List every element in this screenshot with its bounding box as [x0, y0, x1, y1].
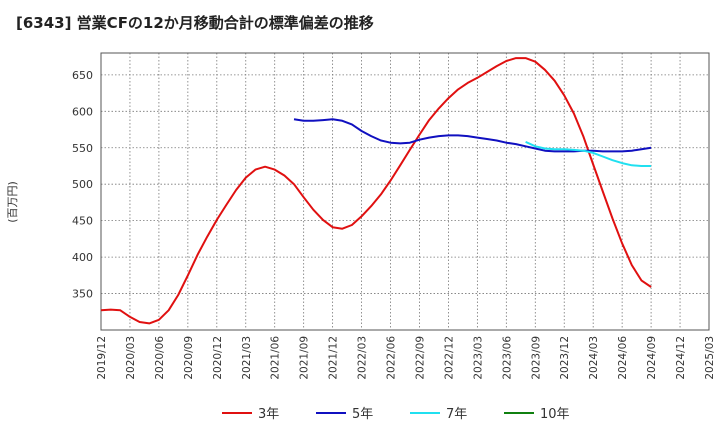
x-tick-label: 2022/12: [443, 336, 455, 380]
series-line-1: [100, 57, 652, 325]
legend-label: 7年: [446, 407, 467, 422]
x-tick-label: 2020/09: [183, 336, 195, 380]
x-tick-label: 2022/06: [386, 336, 398, 380]
series-line-2: [293, 118, 652, 153]
x-tick-label: 2024/12: [675, 336, 687, 380]
x-tick-label: 2023/06: [501, 336, 513, 380]
y-axis-label: (百万円): [6, 181, 19, 223]
y-tick-label: 450: [72, 215, 93, 228]
x-tick-label: 2021/06: [270, 336, 282, 380]
x-tick-label: 2020/12: [212, 336, 224, 380]
legend-label: 3年: [258, 407, 279, 422]
x-tick-label: 2021/03: [241, 336, 253, 380]
x-tick-label: 2022/09: [414, 336, 426, 380]
x-tick-label: 2024/09: [646, 336, 658, 380]
series-line-3: [525, 140, 652, 167]
y-axis-ticks: 350 400 450 500 550 600 650: [72, 69, 93, 301]
y-tick-label: 400: [72, 251, 93, 264]
legend-label: 10年: [540, 407, 570, 422]
x-tick-label: 2020/06: [154, 336, 166, 380]
y-tick-label: 500: [72, 178, 93, 191]
x-tick-label: 2023/03: [472, 336, 484, 380]
y-tick-label: 650: [72, 69, 93, 82]
x-tick-label: 2020/03: [125, 336, 137, 380]
x-tick-label: 2025/03: [704, 336, 716, 380]
x-axis-ticks: 2019/12 2020/03 2020/06 2020/09 2020/12 2021/…: [96, 336, 716, 380]
x-tick-label: 2024/06: [617, 336, 629, 380]
series: [100, 57, 652, 325]
x-tick-label: 2021/09: [299, 336, 311, 380]
legend: 3年 5年 7年 10年: [222, 407, 570, 422]
x-tick-label: 2023/12: [559, 336, 571, 380]
x-tick-label: 2019/12: [96, 336, 108, 380]
chart-title: [6343] 営業CFの12か月移動合計の標準偏差の推移: [16, 14, 374, 32]
legend-label: 5年: [352, 407, 373, 422]
x-tick-label: 2021/12: [328, 336, 340, 380]
x-tick-label: 2024/03: [588, 336, 600, 380]
x-tick-label: 2023/09: [530, 336, 542, 380]
y-tick-label: 600: [72, 105, 93, 118]
plot-area: [100, 52, 710, 331]
y-tick-label: 350: [72, 288, 93, 301]
grid: [100, 53, 710, 330]
x-tick-label: 2022/03: [357, 336, 369, 380]
y-tick-label: 550: [72, 142, 93, 155]
